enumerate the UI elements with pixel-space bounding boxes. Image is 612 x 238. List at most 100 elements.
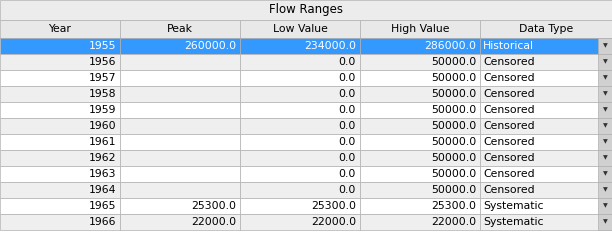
Text: ▼: ▼ xyxy=(603,44,607,49)
Text: ▼: ▼ xyxy=(603,139,607,144)
Text: 0.0: 0.0 xyxy=(338,169,356,179)
Text: Censored: Censored xyxy=(483,137,535,147)
Text: 1964: 1964 xyxy=(89,185,116,195)
Bar xyxy=(360,214,480,230)
Text: High Value: High Value xyxy=(390,24,449,34)
Bar xyxy=(120,150,240,166)
Bar xyxy=(598,150,612,166)
Bar xyxy=(360,182,480,198)
Bar xyxy=(598,54,612,70)
Text: Year: Year xyxy=(48,24,72,34)
Bar xyxy=(360,198,480,214)
Text: 0.0: 0.0 xyxy=(338,185,356,195)
Bar xyxy=(480,86,612,102)
Bar xyxy=(480,102,612,118)
Text: ▼: ▼ xyxy=(603,219,607,224)
Bar xyxy=(240,70,360,86)
Text: Censored: Censored xyxy=(483,57,535,67)
Text: Censored: Censored xyxy=(483,185,535,195)
Bar xyxy=(240,166,360,182)
Bar xyxy=(120,38,240,54)
Text: 1956: 1956 xyxy=(89,57,116,67)
Bar xyxy=(360,20,480,38)
Text: Censored: Censored xyxy=(483,89,535,99)
Bar xyxy=(360,102,480,118)
Bar xyxy=(0,20,120,38)
Text: 1958: 1958 xyxy=(89,89,116,99)
Bar xyxy=(240,102,360,118)
Text: ▼: ▼ xyxy=(603,172,607,177)
Bar xyxy=(598,86,612,102)
Bar xyxy=(120,166,240,182)
Bar xyxy=(360,54,480,70)
Text: 0.0: 0.0 xyxy=(338,89,356,99)
Text: 1961: 1961 xyxy=(89,137,116,147)
Text: 25300.0: 25300.0 xyxy=(191,201,236,211)
Bar xyxy=(0,70,120,86)
Bar xyxy=(120,118,240,134)
Text: 234000.0: 234000.0 xyxy=(304,41,356,51)
Bar xyxy=(0,102,120,118)
Text: 286000.0: 286000.0 xyxy=(424,41,476,51)
Bar xyxy=(360,118,480,134)
Bar xyxy=(120,182,240,198)
Bar xyxy=(480,134,612,150)
Bar xyxy=(598,198,612,214)
Bar xyxy=(0,150,120,166)
Text: 1957: 1957 xyxy=(89,73,116,83)
Text: Systematic: Systematic xyxy=(483,201,543,211)
Bar xyxy=(598,166,612,182)
Bar xyxy=(360,166,480,182)
Bar xyxy=(240,38,360,54)
Text: ▼: ▼ xyxy=(603,108,607,113)
Text: 50000.0: 50000.0 xyxy=(431,121,476,131)
Text: ▼: ▼ xyxy=(603,188,607,193)
Text: 50000.0: 50000.0 xyxy=(431,153,476,163)
Bar xyxy=(480,20,612,38)
Text: 22000.0: 22000.0 xyxy=(191,217,236,227)
Text: 0.0: 0.0 xyxy=(338,73,356,83)
Text: Censored: Censored xyxy=(483,105,535,115)
Text: 1962: 1962 xyxy=(89,153,116,163)
Bar xyxy=(480,182,612,198)
Bar xyxy=(120,134,240,150)
Bar xyxy=(360,150,480,166)
Bar xyxy=(480,150,612,166)
Bar xyxy=(360,38,480,54)
Bar xyxy=(480,166,612,182)
Text: 1959: 1959 xyxy=(89,105,116,115)
Bar xyxy=(240,134,360,150)
Text: 50000.0: 50000.0 xyxy=(431,105,476,115)
Bar xyxy=(598,38,612,54)
Bar xyxy=(598,134,612,150)
Text: Censored: Censored xyxy=(483,121,535,131)
Bar xyxy=(240,182,360,198)
Bar xyxy=(120,214,240,230)
Bar xyxy=(0,86,120,102)
Bar xyxy=(598,118,612,134)
Text: ▼: ▼ xyxy=(603,91,607,96)
Text: 1965: 1965 xyxy=(89,201,116,211)
Text: ▼: ▼ xyxy=(603,203,607,208)
Text: Censored: Censored xyxy=(483,73,535,83)
Text: 50000.0: 50000.0 xyxy=(431,185,476,195)
Bar xyxy=(240,198,360,214)
Bar xyxy=(240,86,360,102)
Text: Censored: Censored xyxy=(483,153,535,163)
Bar xyxy=(240,150,360,166)
Bar xyxy=(0,166,120,182)
Text: Low Value: Low Value xyxy=(272,24,327,34)
Text: 1955: 1955 xyxy=(89,41,116,51)
Bar xyxy=(120,20,240,38)
Text: 0.0: 0.0 xyxy=(338,121,356,131)
Text: Data Type: Data Type xyxy=(519,24,573,34)
Text: Flow Ranges: Flow Ranges xyxy=(269,4,343,16)
Bar xyxy=(240,214,360,230)
Bar xyxy=(240,54,360,70)
Text: 50000.0: 50000.0 xyxy=(431,89,476,99)
Text: 1960: 1960 xyxy=(88,121,116,131)
Text: 0.0: 0.0 xyxy=(338,57,356,67)
Bar xyxy=(480,70,612,86)
Text: 0.0: 0.0 xyxy=(338,105,356,115)
Text: ▼: ▼ xyxy=(603,75,607,80)
